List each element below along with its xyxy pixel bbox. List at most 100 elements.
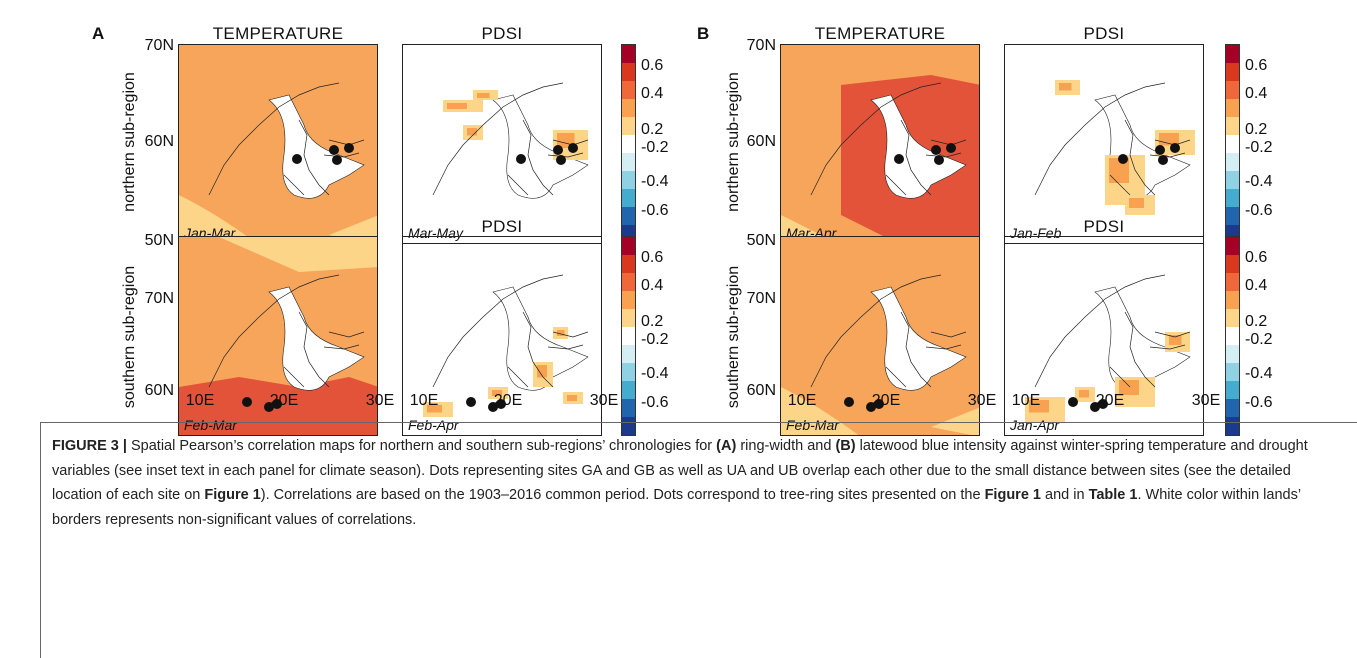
colorbar-swatch (622, 99, 635, 117)
colorbar-tick-label: -0.2 (641, 139, 669, 156)
colorbar-tick-label: 0.2 (1245, 121, 1268, 138)
colorbar-swatch (1226, 291, 1239, 309)
colorbar-swatch (1226, 189, 1239, 207)
colorbar-swatch (1226, 99, 1239, 117)
lat-tick-b-n-50: 50N (746, 232, 776, 249)
title-a-north-temp: TEMPERATURE (212, 24, 344, 43)
colorbar-swatch (1226, 273, 1239, 291)
map-b-north-temp: Mar-Apr (780, 44, 980, 244)
colorbar-swatch (622, 171, 635, 189)
season-label: Feb-Apr (408, 417, 459, 433)
caption-fig-label: FIGURE 3 | (52, 438, 127, 454)
title-b-north-temp: TEMPERATURE (814, 24, 946, 43)
season-label: Jan-Feb (1010, 225, 1062, 241)
colorbar-tick-label: 0.6 (1245, 249, 1268, 266)
colorbar-swatch (1226, 327, 1239, 345)
colorbar-tick-label: -0.6 (1245, 394, 1273, 411)
map-b-south-temp: Feb-Mar (780, 236, 980, 436)
colorbar-swatch (622, 81, 635, 99)
season-label: Feb-Mar (184, 417, 237, 433)
colorbar-tick-label: 0.6 (641, 249, 664, 266)
colorbar-tick-label: -0.2 (641, 331, 669, 348)
colorbar-swatch (1226, 363, 1239, 381)
colorbar-tick-label: -0.2 (1245, 139, 1273, 156)
map-b-north-pdsi: Jan-Feb (1004, 44, 1204, 244)
colorbar-swatch (1226, 63, 1239, 81)
caption-text-5: and in (1040, 487, 1089, 503)
colorbar-swatch (1226, 417, 1239, 435)
colorbar-swatch (1226, 117, 1239, 135)
colorbar-tick-label: -0.6 (641, 394, 669, 411)
colorbar-swatch (1226, 153, 1239, 171)
colorbar-swatch (622, 345, 635, 363)
caption-ref-table1: Table 1 (1088, 487, 1138, 503)
lon-tick-a-temp-10: 10E (185, 392, 215, 409)
colorbar-b-north (1225, 44, 1240, 244)
title-a-south-pdsi: PDSI (481, 217, 523, 236)
colorbar-swatch (622, 117, 635, 135)
colorbar-b-south (1225, 236, 1240, 436)
lat-tick-a-n-60: 60N (144, 133, 174, 150)
caption-ref-b: (B) (835, 438, 856, 454)
map-a-north-temp: Jan-Mar (178, 44, 378, 244)
ylabel-a-south: southern sub-region (121, 265, 138, 409)
colorbar-swatch (622, 273, 635, 291)
figure-caption: FIGURE 3 | Spatial Pearson’s correlation… (52, 434, 1332, 532)
colorbar-tick-label: 0.4 (641, 277, 664, 294)
colorbar-swatch (1226, 45, 1239, 63)
panel-letter-b: B (697, 24, 710, 43)
caption-text-3: latewood blue intensity against winter-s… (52, 438, 1308, 503)
season-label: Mar-May (408, 225, 463, 241)
colorbar-tick-label: 0.2 (641, 121, 664, 138)
ylabel-b-south: southern sub-region (725, 265, 742, 409)
colorbar-tick-label: -0.4 (1245, 173, 1273, 190)
colorbar-a-north (621, 44, 636, 244)
map-a-south-pdsi: Feb-Apr (402, 236, 602, 436)
colorbar-swatch (622, 381, 635, 399)
lon-tick-b-temp-10: 10E (787, 392, 817, 409)
colorbar-tick-label: 0.2 (641, 313, 664, 330)
caption-text-6: . White color within lands’ borders repr… (52, 487, 1301, 528)
lon-tick-b-pdsi-30: 30E (1191, 392, 1221, 409)
colorbar-swatch (1226, 399, 1239, 417)
colorbar-swatch (622, 207, 635, 225)
lon-tick-a-temp-30: 30E (365, 392, 395, 409)
colorbar-swatch (1226, 135, 1239, 153)
lat-tick-a-n-50: 50N (144, 232, 174, 249)
caption-ref-figure1b: Figure 1 (984, 487, 1041, 503)
colorbar-swatch (622, 189, 635, 207)
caption-text-1: Spatial Pearson’s correlation maps for n… (126, 438, 717, 454)
lat-tick-a-n-70: 70N (144, 37, 174, 54)
colorbar-swatch (622, 309, 635, 327)
colorbar-swatch (622, 255, 635, 273)
colorbar-tick-label: -0.6 (1245, 202, 1273, 219)
panel-letter-a: A (92, 24, 105, 43)
caption-text-2: ring-width and (736, 438, 836, 454)
lon-tick-a-pdsi-10: 10E (409, 392, 439, 409)
colorbar-swatch (622, 399, 635, 417)
season-label: Jan-Apr (1010, 417, 1060, 433)
colorbar-swatch (1226, 171, 1239, 189)
colorbar-tick-label: 0.4 (641, 85, 664, 102)
lat-tick-b-s-60: 60N (746, 382, 776, 399)
lat-tick-b-s-70: 70N (746, 290, 776, 307)
colorbar-tick-label: -0.4 (1245, 365, 1273, 382)
colorbar-a-south (621, 236, 636, 436)
lon-tick-a-pdsi-30: 30E (589, 392, 619, 409)
colorbar-swatch (1226, 309, 1239, 327)
colorbar-swatch (1226, 237, 1239, 255)
lat-tick-b-n-60: 60N (746, 133, 776, 150)
lon-tick-b-temp-30: 30E (967, 392, 997, 409)
colorbar-swatch (622, 45, 635, 63)
lon-tick-b-pdsi-20: 20E (1095, 392, 1125, 409)
colorbar-swatch (622, 63, 635, 81)
colorbar-tick-label: -0.4 (641, 365, 669, 382)
caption-text-4: ). Correlations are based on the 1903–20… (260, 487, 985, 503)
colorbar-tick-label: -0.4 (641, 173, 669, 190)
lat-tick-a-s-60: 60N (144, 382, 174, 399)
map-a-south-temp: Feb-Mar (178, 236, 378, 436)
lat-tick-b-n-70: 70N (746, 37, 776, 54)
colorbar-swatch (622, 291, 635, 309)
title-b-south-pdsi: PDSI (1083, 217, 1125, 236)
colorbar-tick-label: -0.6 (641, 202, 669, 219)
